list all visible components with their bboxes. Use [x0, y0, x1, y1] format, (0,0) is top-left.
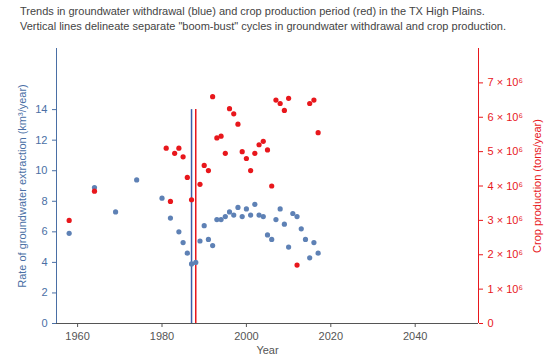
- svg-text:1980: 1980: [150, 330, 174, 342]
- html-text:Trends in groundwater withdraw: Trends in groundwater withdrawal (blue) …: [20, 5, 485, 17]
- svg-text:6: 6: [41, 225, 47, 237]
- html-text:Vertical lines delineate separ: Vertical lines delineate separate "boom-…: [20, 20, 506, 32]
- svg-text:4 × 10⁶: 4 × 10⁶: [488, 180, 523, 192]
- svg-text:5 × 10⁶: 5 × 10⁶: [488, 145, 523, 157]
- svg-text:2: 2: [41, 286, 47, 298]
- svg-text:2040: 2040: [403, 330, 427, 342]
- svg-text:2 × 10⁶: 2 × 10⁶: [488, 248, 523, 260]
- svg-text:1960: 1960: [65, 330, 89, 342]
- svg-text:6 × 10⁶: 6 × 10⁶: [488, 111, 523, 123]
- svg-text:3 × 10⁶: 3 × 10⁶: [488, 214, 523, 226]
- svg-text:2020: 2020: [319, 330, 343, 342]
- svg-text:4: 4: [41, 256, 47, 268]
- svg-text:8: 8: [41, 195, 47, 207]
- svg-text:7 × 10⁶: 7 × 10⁶: [488, 76, 523, 88]
- svg-text:2000: 2000: [234, 330, 258, 342]
- svg-text:0: 0: [41, 317, 47, 329]
- svg-text:0: 0: [488, 317, 494, 329]
- svg-text:1 × 10⁶: 1 × 10⁶: [488, 283, 523, 295]
- svg-text:Rate of groundwater extraction: Rate of groundwater extraction (km³/year…: [16, 84, 28, 288]
- svg-text:10: 10: [35, 164, 47, 176]
- svg-text:14: 14: [35, 103, 47, 115]
- svg-text:Crop production (tons/year): Crop production (tons/year): [531, 119, 543, 253]
- svg-text:Year: Year: [256, 344, 279, 356]
- svg-text:12: 12: [35, 134, 47, 146]
